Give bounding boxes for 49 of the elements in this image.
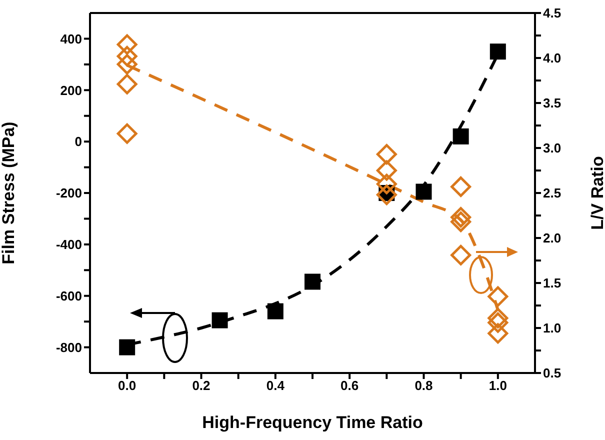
point	[450, 176, 472, 197]
point	[452, 128, 469, 144]
point	[488, 308, 508, 328]
y-axis-title: Film Stress (MPa)	[0, 122, 18, 264]
point	[116, 34, 138, 55]
y2-tick-label: 0.5	[543, 366, 562, 381]
point	[376, 160, 397, 181]
point	[416, 184, 432, 200]
y-tick-label: -200	[56, 186, 82, 201]
point	[304, 274, 320, 290]
point	[376, 184, 397, 206]
point	[376, 174, 397, 194]
point	[267, 303, 284, 320]
x-axis-title: High-Frequency Time Ratio	[202, 413, 423, 432]
x-tick-label: 0.2	[192, 378, 210, 394]
y-tick-label: 400	[60, 31, 82, 46]
x-tick-label: 0.4	[266, 378, 286, 394]
point	[116, 54, 138, 75]
point	[450, 212, 472, 232]
point	[212, 312, 228, 328]
y-tick-label: 200	[60, 82, 82, 98]
y-tick-label: -600	[56, 288, 82, 304]
y-tick-label: -400	[56, 237, 82, 252]
y2-tick-label: 2.0	[543, 230, 562, 246]
y2-tick-label: 1.0	[543, 320, 562, 336]
x-tick-label: 0.6	[340, 378, 359, 394]
x-tick-label: 0.0	[118, 378, 136, 394]
point	[119, 339, 136, 356]
point	[450, 244, 472, 266]
point	[490, 44, 506, 60]
point	[488, 286, 508, 307]
point	[116, 123, 138, 144]
point	[116, 74, 138, 94]
y-tick-label: -800	[56, 340, 82, 355]
y2-tick-label: 3.5	[543, 96, 562, 111]
y2-tick-label: 4.0	[543, 50, 562, 66]
y2-tick-label: 1.5	[543, 276, 562, 291]
y2-tick-label: 2.5	[543, 186, 562, 201]
point	[488, 323, 508, 344]
x-tick-label: 1.0	[488, 378, 507, 394]
y-tick-label: 0	[74, 134, 82, 150]
point	[376, 144, 397, 165]
point	[450, 207, 472, 228]
y2-tick-label: 3.0	[543, 140, 562, 156]
point	[488, 312, 508, 333]
x-tick-label: 0.8	[414, 378, 433, 394]
y2-tick-label: 4.5	[543, 6, 562, 21]
point	[116, 46, 138, 66]
y2-axis-title: L/V Ratio	[588, 156, 605, 230]
